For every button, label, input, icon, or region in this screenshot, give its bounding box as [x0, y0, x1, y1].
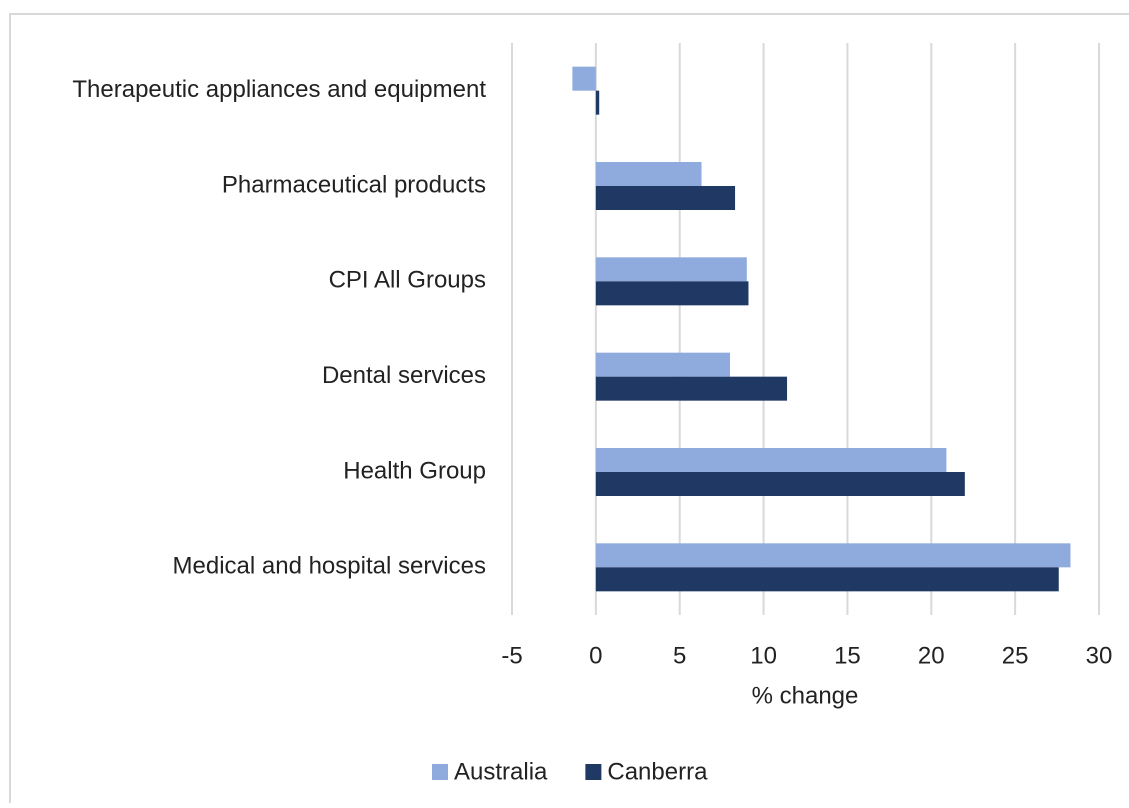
x-tick-label: 15 — [834, 642, 861, 669]
bar — [595, 281, 749, 306]
x-axis-label: % change — [752, 682, 859, 709]
bar — [595, 352, 731, 377]
bar — [595, 543, 1071, 568]
y-tick-label: Therapeutic appliances and equipment — [72, 76, 486, 103]
bar — [572, 66, 596, 91]
bar — [595, 186, 736, 210]
x-tick-label: 30 — [1086, 642, 1113, 669]
x-tick-label: 10 — [750, 642, 777, 669]
legend-label: Canberra — [607, 758, 708, 785]
bar — [595, 448, 947, 472]
x-tick-label: 5 — [673, 642, 686, 669]
legend-swatch — [585, 764, 602, 780]
y-tick-label: Pharmaceutical products — [222, 171, 486, 198]
bar — [595, 162, 702, 186]
x-tick-label: 20 — [918, 642, 945, 669]
x-tick-label: 0 — [589, 642, 602, 669]
bar — [595, 257, 747, 282]
x-tick-label: -5 — [501, 642, 522, 669]
bar — [595, 472, 965, 496]
y-tick-label: Health Group — [343, 457, 486, 484]
y-tick-label: Dental services — [322, 362, 486, 389]
bar — [595, 567, 1059, 592]
chart-frame — [9, 13, 1129, 808]
y-tick-label: Medical and hospital services — [173, 553, 487, 580]
legend-label: Australia — [454, 758, 548, 785]
x-tick-label: 25 — [1002, 642, 1029, 669]
legend-swatch — [432, 764, 448, 780]
bar — [595, 376, 788, 401]
bar — [595, 90, 600, 115]
y-tick-label: CPI All Groups — [329, 267, 486, 294]
